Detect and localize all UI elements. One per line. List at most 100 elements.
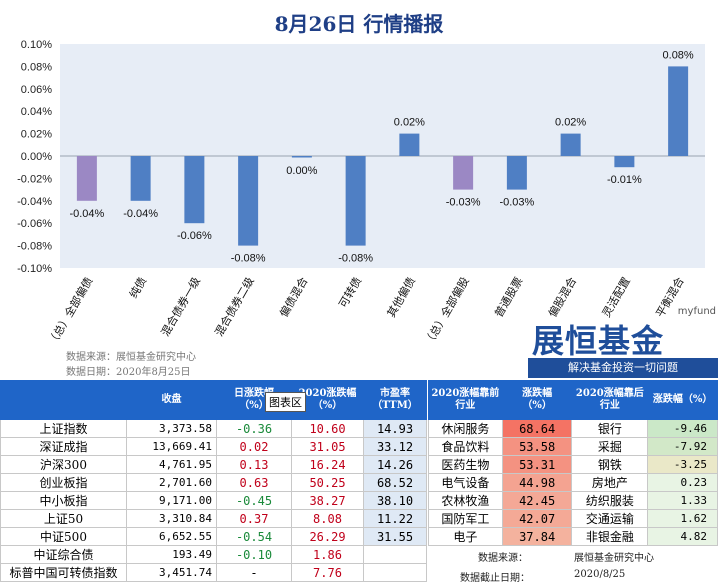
index-day-change: 0.37 — [216, 509, 292, 528]
index-day-change: 0.63 — [216, 473, 292, 492]
y-tick-label: 0.04% — [21, 106, 52, 118]
index-day-change: -0.10 — [216, 545, 292, 564]
chart-area-tooltip: 图表区 — [265, 392, 306, 412]
industry-table: 2020涨幅靠前 行业 涨跌幅 （%） 2020涨幅靠后 行业 涨跌幅（%） 休闲服务 68.… — [428, 380, 718, 546]
footer-date-value: 2020/8/25 — [574, 569, 626, 580]
data-label: -0.08% — [231, 253, 266, 265]
top-industry: 电气设备 — [428, 473, 503, 492]
logo-en: myfund — [677, 306, 716, 317]
data-label: -0.08% — [338, 253, 373, 265]
x-category-label: 偏债混合 — [276, 275, 310, 320]
index-header: 收盘 — [126, 380, 217, 420]
index-close: 3,310.84 — [126, 509, 217, 528]
top-industry-change: 53.58 — [501, 437, 573, 456]
bar — [184, 156, 205, 224]
bar-chart: -0.10% -0.08% -0.06% -0.04% -0.02% 0.00% 0.02%… — [17, 39, 705, 349]
top-industry-change: 42.07 — [501, 509, 573, 528]
index-row: 中证综合债 193.49 -0.10 1.86 — [0, 545, 427, 564]
index-day-change: 0.02 — [216, 437, 292, 456]
bar — [614, 156, 635, 168]
industry-row: 医药生物 53.31 钢铁 -3.25 — [428, 455, 718, 474]
x-category-label: （总）全部偏债 — [45, 275, 96, 349]
index-name: 上证50 — [0, 509, 127, 528]
y-tick-label: -0.10% — [17, 263, 52, 275]
index-day-change: -0.36 — [216, 419, 292, 438]
index-name: 中证500 — [0, 527, 127, 546]
footer-src-label: 数据来源： — [478, 553, 528, 564]
x-category-label: （总）全部偏股 — [421, 275, 472, 349]
index-close: 13,669.41 — [126, 437, 217, 456]
y-tick-label: 0.00% — [21, 151, 52, 163]
industry-header: 2020涨幅靠前 行业 — [428, 380, 503, 420]
index-table: 收盘 日涨跌幅 （%） 2020涨跌幅 （%） 市盈率 （TTM） 上证指数 3,373.58… — [0, 380, 427, 582]
index-pe: 14.26 — [363, 455, 427, 474]
bar — [668, 66, 689, 156]
logo: myfund 展恒基金 解决基金投资一切问题 — [528, 306, 718, 380]
source-line: 数据来源：展恒基金研究中心 — [66, 352, 196, 363]
top-industry-change: 44.98 — [501, 473, 573, 492]
index-row: 标普中国可转债指数 3,451.74-7.76 — [0, 563, 427, 582]
y-tick-label: 0.02% — [21, 129, 52, 141]
logo-slogan: 解决基金投资一切问题 — [528, 358, 718, 378]
index-ytd-change: 31.05 — [291, 437, 364, 456]
top-industry: 农林牧渔 — [428, 491, 503, 510]
data-label: 0.02% — [555, 117, 586, 129]
index-pe — [363, 563, 427, 582]
data-label: -0.04% — [69, 208, 104, 220]
bottom-industry: 房地产 — [571, 473, 649, 492]
bottom-industry-change: -9.46 — [647, 419, 718, 438]
index-row: 上证指数 3,373.58 -0.36 10.60 14.93 — [0, 419, 427, 438]
index-name: 中小板指 — [0, 491, 127, 510]
y-tick-label: -0.02% — [17, 173, 52, 185]
bar — [506, 156, 527, 190]
index-close: 4,761.95 — [126, 455, 217, 474]
index-close: 2,701.60 — [126, 473, 217, 492]
bar — [453, 156, 474, 190]
index-pe: 38.10 — [363, 491, 427, 510]
index-pe: 14.93 — [363, 419, 427, 438]
bar — [76, 156, 97, 201]
y-tick-label: 0.06% — [21, 84, 52, 96]
industry-header: 涨跌幅（%） — [647, 380, 718, 420]
footer-date-label: 数据截止日期： — [460, 573, 530, 584]
top-industry: 电子 — [428, 527, 503, 546]
data-label: -0.04% — [123, 208, 158, 220]
index-pe: 33.12 — [363, 437, 427, 456]
index-name: 深证成指 — [0, 437, 127, 456]
industry-row: 休闲服务 68.64 银行 -9.46 — [428, 419, 718, 438]
data-label: -0.03% — [446, 197, 481, 209]
index-name: 创业板指 — [0, 473, 127, 492]
bottom-industry-change: 4.82 — [647, 527, 718, 546]
y-tick-label: -0.08% — [17, 241, 52, 253]
bottom-industry-change: -7.92 — [647, 437, 718, 456]
data-label: -0.03% — [499, 197, 534, 209]
bottom-industry: 纺织服装 — [571, 491, 649, 510]
index-day-change: - — [216, 563, 292, 582]
index-pe: 11.22 — [363, 509, 427, 528]
industry-row: 国防军工 42.07 交通运输 1.62 — [428, 509, 718, 528]
y-tick-label: 0.10% — [21, 39, 52, 51]
index-ytd-change: 8.08 — [291, 509, 364, 528]
index-name: 标普中国可转债指数 — [0, 563, 127, 582]
index-ytd-change: 16.24 — [291, 455, 364, 474]
bottom-industry: 采掘 — [571, 437, 649, 456]
bottom-industry-change: -3.25 — [647, 455, 718, 474]
index-pe: 68.52 — [363, 473, 427, 492]
index-row: 沪深300 4,761.95 0.13 16.24 14.26 — [0, 455, 427, 474]
logo-cn: 展恒基金 — [532, 322, 665, 360]
y-tick-label: -0.04% — [17, 196, 52, 208]
index-close: 3,373.58 — [126, 419, 217, 438]
bar — [399, 133, 420, 156]
index-ytd-change: 10.60 — [291, 419, 364, 438]
top-industry-change: 68.64 — [501, 419, 573, 438]
x-category-label: 纯债 — [126, 275, 149, 301]
bottom-industry: 银行 — [571, 419, 649, 438]
index-ytd-change: 50.25 — [291, 473, 364, 492]
bar — [560, 133, 581, 156]
bottom-industry: 非银金融 — [571, 527, 649, 546]
index-name: 上证指数 — [0, 419, 127, 438]
top-industry: 国防军工 — [428, 509, 503, 528]
index-ytd-change: 26.29 — [291, 527, 364, 546]
y-tick-label: -0.06% — [17, 218, 52, 230]
data-label: 0.08% — [663, 49, 694, 61]
